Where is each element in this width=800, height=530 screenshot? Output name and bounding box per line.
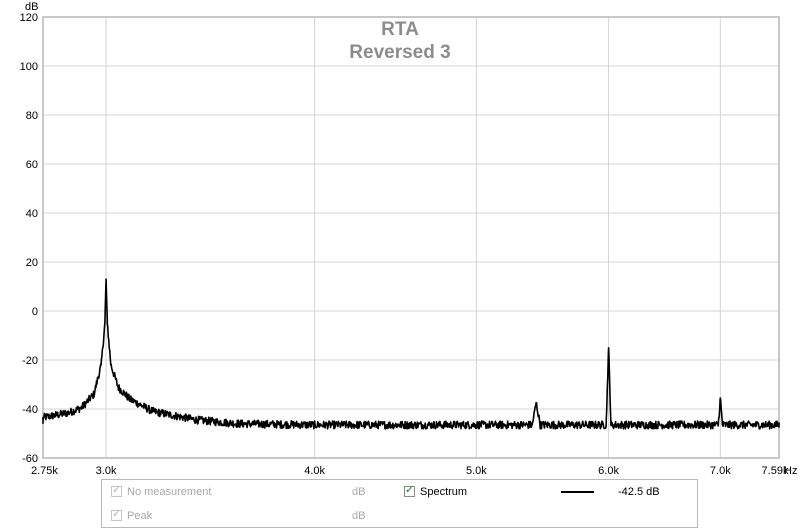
no-measurement-checkbox[interactable]: ✓ [111, 484, 122, 497]
y-tick-label: 0 [32, 306, 38, 318]
peak-label: Peak [127, 510, 153, 522]
x-axis-ticks: 2.75k 3.0k 4.0k 5.0k 6.0k 7.0k 7.59k [31, 465, 789, 477]
grid-lines [43, 17, 779, 458]
plot-frame [42, 16, 780, 459]
no-measurement-unit: dB [352, 486, 366, 498]
x-tick-label: 7.0k [710, 465, 731, 477]
x-axis-unit-label: Hz [784, 465, 797, 477]
y-tick-label: -60 [22, 453, 38, 465]
y-tick-label: 80 [26, 110, 38, 122]
checkmark-icon: ✓ [405, 484, 415, 496]
spectrum-label: Spectrum [420, 486, 468, 498]
spectrum-line-swatch [561, 491, 594, 493]
peak-checkbox[interactable]: ✓ [111, 508, 122, 521]
x-tick-label: 3.0k [96, 465, 117, 477]
y-tick-label: -40 [22, 404, 38, 416]
chart-title: RTA [381, 19, 419, 40]
spectrum-checkbox[interactable]: ✓ [404, 484, 415, 497]
chart-subtitle: Reversed 3 [349, 42, 450, 63]
checkmark-icon: ✓ [112, 508, 122, 520]
legend-row-peak: ✓ Peak dB [102, 508, 697, 525]
spectrum-value: -42.5 dB [618, 486, 660, 498]
spectrum-line [42, 278, 780, 430]
peak-unit: dB [352, 510, 366, 522]
y-tick-label: 20 [26, 257, 38, 269]
x-tick-label: 7.59k [762, 465, 789, 477]
y-tick-label: 120 [20, 12, 38, 24]
x-tick-label: 5.0k [466, 465, 487, 477]
spectrum-trace [42, 278, 780, 430]
x-tick-label: 4.0k [304, 465, 325, 477]
x-tick-label: 6.0k [598, 465, 619, 477]
checkmark-icon: ✓ [112, 484, 122, 496]
y-tick-label: 100 [20, 61, 38, 73]
legend-panel: ✓ No measurement dB ✓ Spectrum -42.5 dB … [101, 479, 698, 528]
y-tick-label: -20 [22, 355, 38, 367]
no-measurement-label: No measurement [127, 486, 212, 498]
y-tick-label: 60 [26, 159, 38, 171]
x-tick-label: 2.75k [31, 465, 58, 477]
y-tick-label: 40 [26, 208, 38, 220]
rta-chart: 2.75k 3.0k 4.0k 5.0k 6.0k 7.0k 7.59k 120 100 80 6… [20, 1, 798, 477]
y-axis-ticks: 120 100 80 60 40 20 0 -20 -40 -60 [20, 12, 38, 465]
legend-row-no-measurement: ✓ No measurement dB ✓ Spectrum -42.5 dB [102, 484, 697, 501]
y-axis-unit-label: dB [25, 1, 38, 13]
